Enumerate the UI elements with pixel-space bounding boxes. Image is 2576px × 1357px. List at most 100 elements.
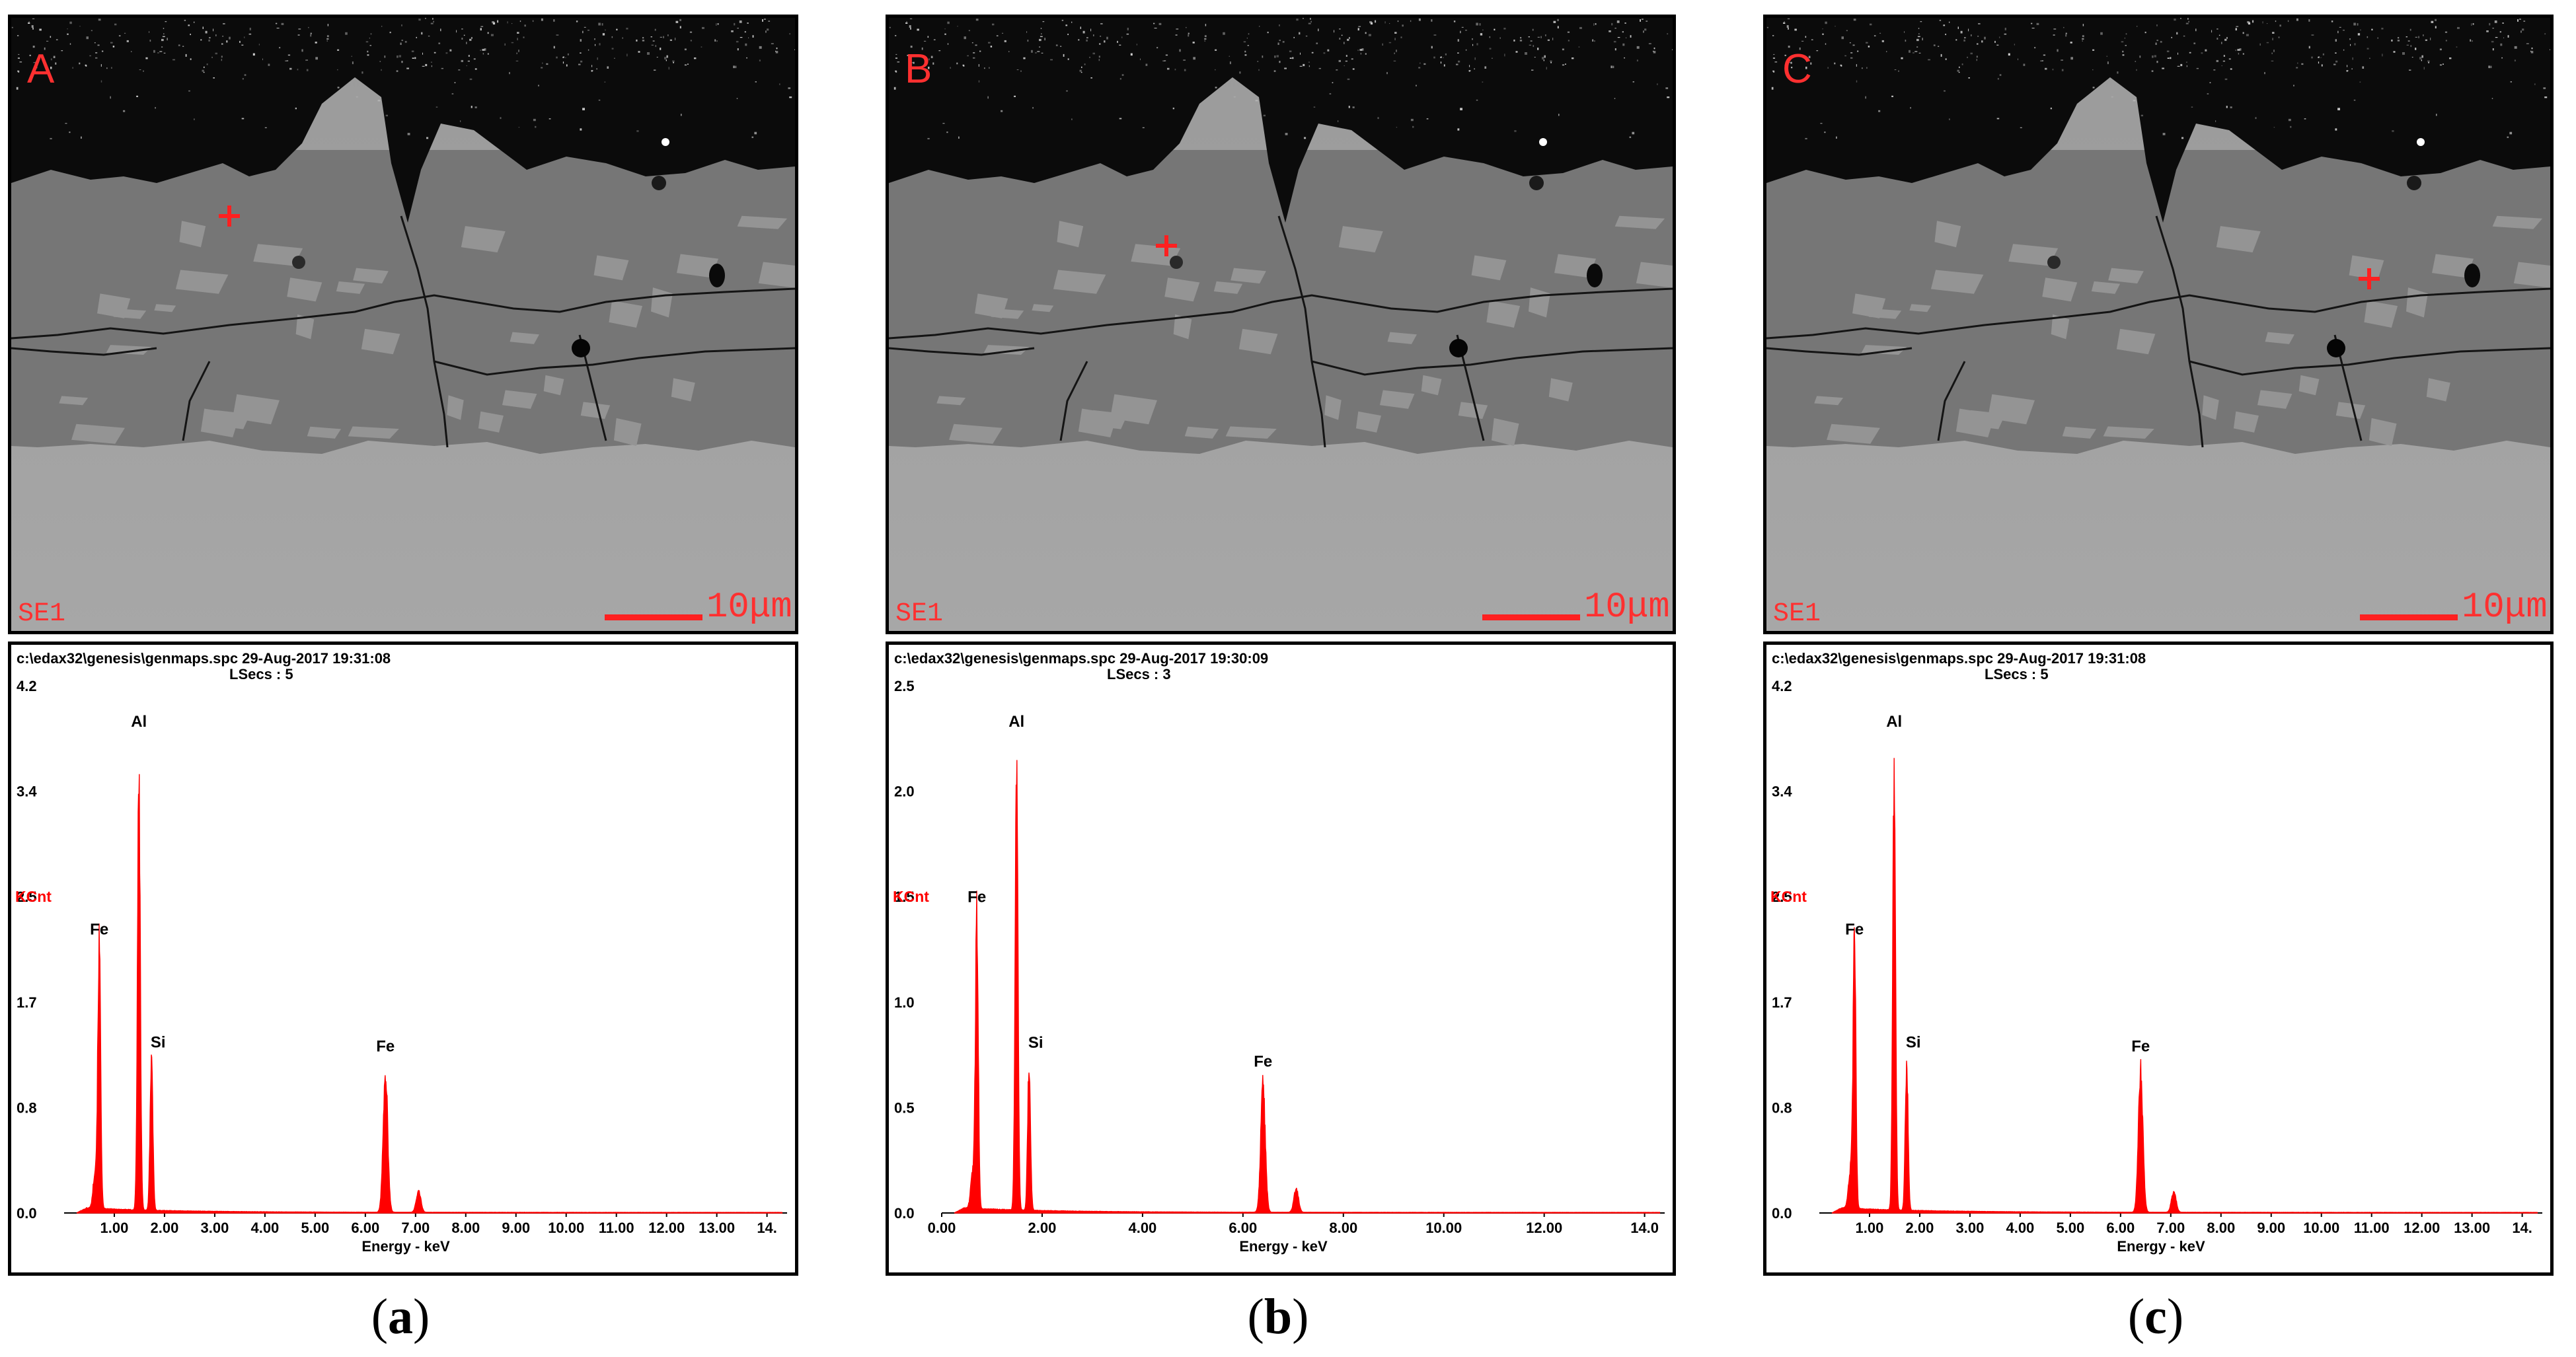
spectrum-header: c:\edax32\genesis\genmaps.spc 29-Aug-201… [894,650,1268,667]
x-tick-label: 9.00 [502,1220,530,1236]
image-letter: B [905,46,932,92]
y-tick-label: 1.5 [894,889,915,905]
x-tick-label: 13.00 [2454,1220,2490,1236]
y-axis-label: KCnt [15,888,52,905]
caption-letter: b [1264,1289,1293,1344]
detector-label: SE1 [18,599,65,629]
y-tick-label: 2.0 [894,784,915,800]
caption-open-paren: ( [2127,1289,2145,1344]
y-tick-label: 2.5 [1772,889,1792,905]
y-tick-label: 2.5 [17,889,37,905]
x-tick-label: 12.00 [648,1220,685,1236]
y-tick-label: 2.5 [894,678,915,694]
x-tick-label: 8.00 [2207,1220,2235,1236]
peak-label-si: Si [151,1034,166,1052]
eds-spectrum: c:\edax32\genesis\genmaps.spc 29-Aug-201… [15,650,787,1255]
x-tick-label: 6.00 [1229,1220,1257,1236]
y-tick-label: 0.0 [17,1205,37,1222]
x-tick-label: 3.00 [201,1220,229,1236]
panel-a: A SE1 10μm c:\edax32\genesis\genmaps.spc 29… [0,0,801,1357]
sem-image-frame: B SE1 10μm [886,15,1676,634]
x-tick-label: 10.00 [2303,1220,2339,1236]
x-tick-label: 6.00 [351,1220,379,1236]
peak-label-si: Si [1906,1034,1921,1052]
x-tick-label: 0.00 [928,1220,956,1236]
sem-micrograph: B SE1 10μm [889,18,1673,631]
scale-bar-label: 10μm [706,587,792,628]
x-tick-label: 10.00 [548,1220,584,1236]
x-tick-label: 2.00 [1028,1220,1057,1236]
spectrum-frame: c:\edax32\genesis\genmaps.spc 29-Aug-201… [1763,642,2554,1276]
x-tick-label: 12.00 [2404,1220,2440,1236]
sem-image-frame: A SE1 10μm [8,15,798,634]
peak-label-al: Al [1886,713,1902,731]
peak-label-fe: Fe [1845,921,1864,939]
caption-close-paren: ) [1292,1289,1309,1344]
eds-spectrum: c:\edax32\genesis\genmaps.spc 29-Aug-201… [1770,650,2542,1255]
spectrum-series [1831,758,2538,1214]
y-tick-label: 3.4 [17,784,37,800]
caption-close-paren: ) [413,1289,430,1344]
spectrum-header: c:\edax32\genesis\genmaps.spc 29-Aug-201… [17,650,391,667]
detector-label: SE1 [1773,599,1821,629]
x-tick-label: 14. [2512,1220,2532,1236]
panel-caption: (b) [878,1288,1679,1346]
image-letter: A [27,46,55,92]
y-tick-label: 3.4 [1772,784,1792,800]
caption-letter: a [388,1289,413,1344]
x-tick-label: 11.00 [2354,1220,2390,1236]
spectrum-frame: c:\edax32\genesis\genmaps.spc 29-Aug-201… [8,642,798,1276]
y-tick-label: 0.8 [1772,1099,1792,1116]
analysis-point-marker [1156,235,1177,256]
y-tick-label: 0.0 [894,1205,915,1222]
live-seconds: LSecs : 3 [1107,666,1171,682]
x-tick-label: 14. [757,1220,777,1236]
caption-close-paren: ) [2166,1289,2184,1344]
eds-spectrum: c:\edax32\genesis\genmaps.spc 29-Aug-201… [893,650,1665,1255]
x-axis-label: Energy - keV [2117,1238,2205,1255]
y-tick-label: 0.0 [1772,1205,1792,1222]
scale-bar-label: 10μm [2462,587,2548,628]
x-tick-label: 5.00 [301,1220,329,1236]
x-tick-label: 1.00 [1856,1220,1884,1236]
panel-c: C SE1 10μm c:\edax32\genesis\genmaps.spc 29… [1755,0,2556,1357]
x-tick-label: 2.00 [151,1220,179,1236]
spectrum-series [954,760,1661,1214]
x-tick-label: 3.00 [1956,1220,1985,1236]
image-letter: C [1782,46,1812,92]
peak-label-al: Al [131,713,147,731]
y-tick-label: 1.0 [894,994,915,1011]
x-axis-label: Energy - keV [361,1238,450,1255]
x-tick-label: 11.00 [599,1220,634,1236]
caption-open-paren: ( [371,1289,388,1344]
x-tick-label: 12.00 [1526,1220,1562,1236]
scale-bar [605,614,702,620]
peak-label-fe: Fe [2131,1037,2150,1055]
x-tick-label: 1.00 [100,1220,129,1236]
x-tick-label: 7.00 [2156,1220,2185,1236]
caption-letter: c [2144,1289,2167,1344]
scale-bar [2360,614,2458,620]
panel-b: B SE1 10μm c:\edax32\genesis\genmaps.spc 29… [878,0,1679,1357]
y-axis-label: KCnt [1770,888,1807,905]
x-tick-label: 4.00 [250,1220,279,1236]
peak-label-fe: Fe [376,1037,395,1055]
peak-label-fe: Fe [90,921,108,939]
x-tick-label: 13.00 [699,1220,735,1236]
caption-open-paren: ( [1247,1289,1264,1344]
x-tick-label: 9.00 [2257,1220,2285,1236]
peak-label-si: Si [1028,1034,1043,1052]
x-tick-label: 14.0 [1630,1220,1659,1236]
peak-label-fe: Fe [967,889,986,906]
y-tick-label: 4.2 [17,678,37,694]
x-axis-label: Energy - keV [1239,1238,1328,1255]
spectrum-header: c:\edax32\genesis\genmaps.spc 29-Aug-201… [1772,650,2146,667]
y-axis-label: KCnt [893,888,929,905]
y-tick-label: 1.7 [17,994,37,1011]
detector-label: SE1 [895,599,943,629]
x-tick-label: 7.00 [401,1220,430,1236]
sem-micrograph: A SE1 10μm [11,18,795,631]
x-tick-label: 2.00 [1906,1220,1934,1236]
y-tick-label: 0.5 [894,1099,915,1116]
analysis-point-marker [2359,268,2380,289]
